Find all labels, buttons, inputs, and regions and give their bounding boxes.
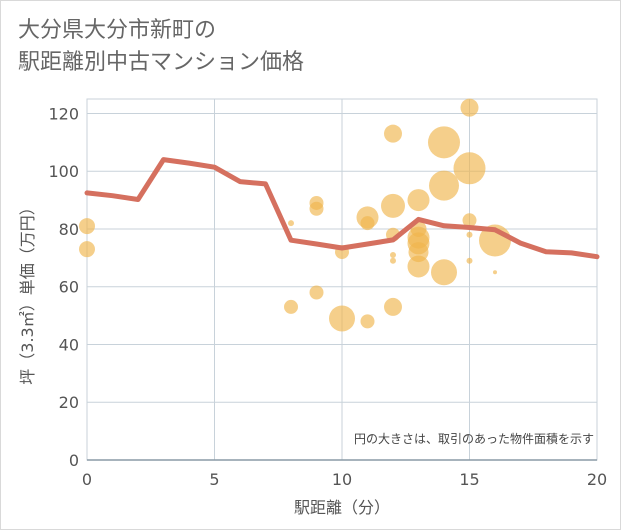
bubble-point bbox=[453, 152, 486, 185]
bubble-point bbox=[381, 193, 405, 218]
bubble-point bbox=[407, 255, 430, 278]
x-tick-label: 20 bbox=[587, 470, 607, 489]
bubble-point bbox=[462, 213, 477, 228]
y-tick-label: 20 bbox=[59, 393, 79, 412]
bubble-layer bbox=[79, 98, 511, 332]
chart-title-line2: 駅距離別中古マンション価格 bbox=[18, 50, 305, 75]
x-axis-label: 駅距離（分） bbox=[294, 498, 390, 517]
x-tick-label: 15 bbox=[459, 470, 479, 489]
y-tick-label: 0 bbox=[69, 451, 79, 470]
chart-title: 大分県大分市新町の 駅距離別中古マンション価格 bbox=[18, 15, 304, 79]
bubble-point bbox=[360, 314, 375, 329]
bubble-point bbox=[284, 299, 298, 314]
trend-layer bbox=[84, 157, 600, 260]
bubble-point bbox=[407, 189, 430, 212]
bubble-point bbox=[79, 241, 95, 258]
bubble-point bbox=[384, 297, 402, 316]
x-tick-label: 5 bbox=[209, 470, 219, 489]
tick-layer: 0 20 40 60 80 100 120 0 5 10 15 20 bbox=[48, 104, 607, 489]
y-axis-label: 坪（3.3㎡）単価（万円） bbox=[18, 199, 37, 384]
y-tick-label: 80 bbox=[59, 220, 79, 239]
y-tick-label: 100 bbox=[48, 162, 79, 181]
bubble-point bbox=[390, 257, 396, 264]
bubble-point bbox=[466, 231, 473, 238]
y-tick-label: 120 bbox=[48, 104, 79, 123]
bubble-size-note: 円の大きさは、取引のあった物件面積を示す bbox=[354, 431, 594, 446]
bubble-point bbox=[329, 305, 355, 332]
chart-title-line1: 大分県大分市新町の bbox=[18, 18, 217, 43]
bubble-point bbox=[288, 220, 294, 227]
bubble-point bbox=[309, 285, 324, 300]
y-tick-label: 40 bbox=[59, 335, 79, 354]
bubble-point bbox=[429, 170, 459, 201]
y-tick-label: 60 bbox=[59, 278, 79, 297]
bubble-point bbox=[309, 201, 324, 216]
x-tick-label: 0 bbox=[82, 470, 92, 489]
bubble-point bbox=[428, 126, 460, 159]
grid bbox=[86, 98, 598, 461]
bubble-point bbox=[460, 98, 479, 117]
bubble-point bbox=[384, 124, 402, 143]
bubble-point bbox=[360, 216, 375, 231]
bubble-point bbox=[493, 270, 497, 275]
bubble-point bbox=[390, 251, 396, 258]
bubble-point bbox=[431, 259, 457, 286]
bubble-point bbox=[79, 218, 95, 235]
x-tick-label: 10 bbox=[332, 470, 352, 489]
average-price-line bbox=[84, 157, 600, 260]
bubble-point bbox=[466, 257, 473, 264]
